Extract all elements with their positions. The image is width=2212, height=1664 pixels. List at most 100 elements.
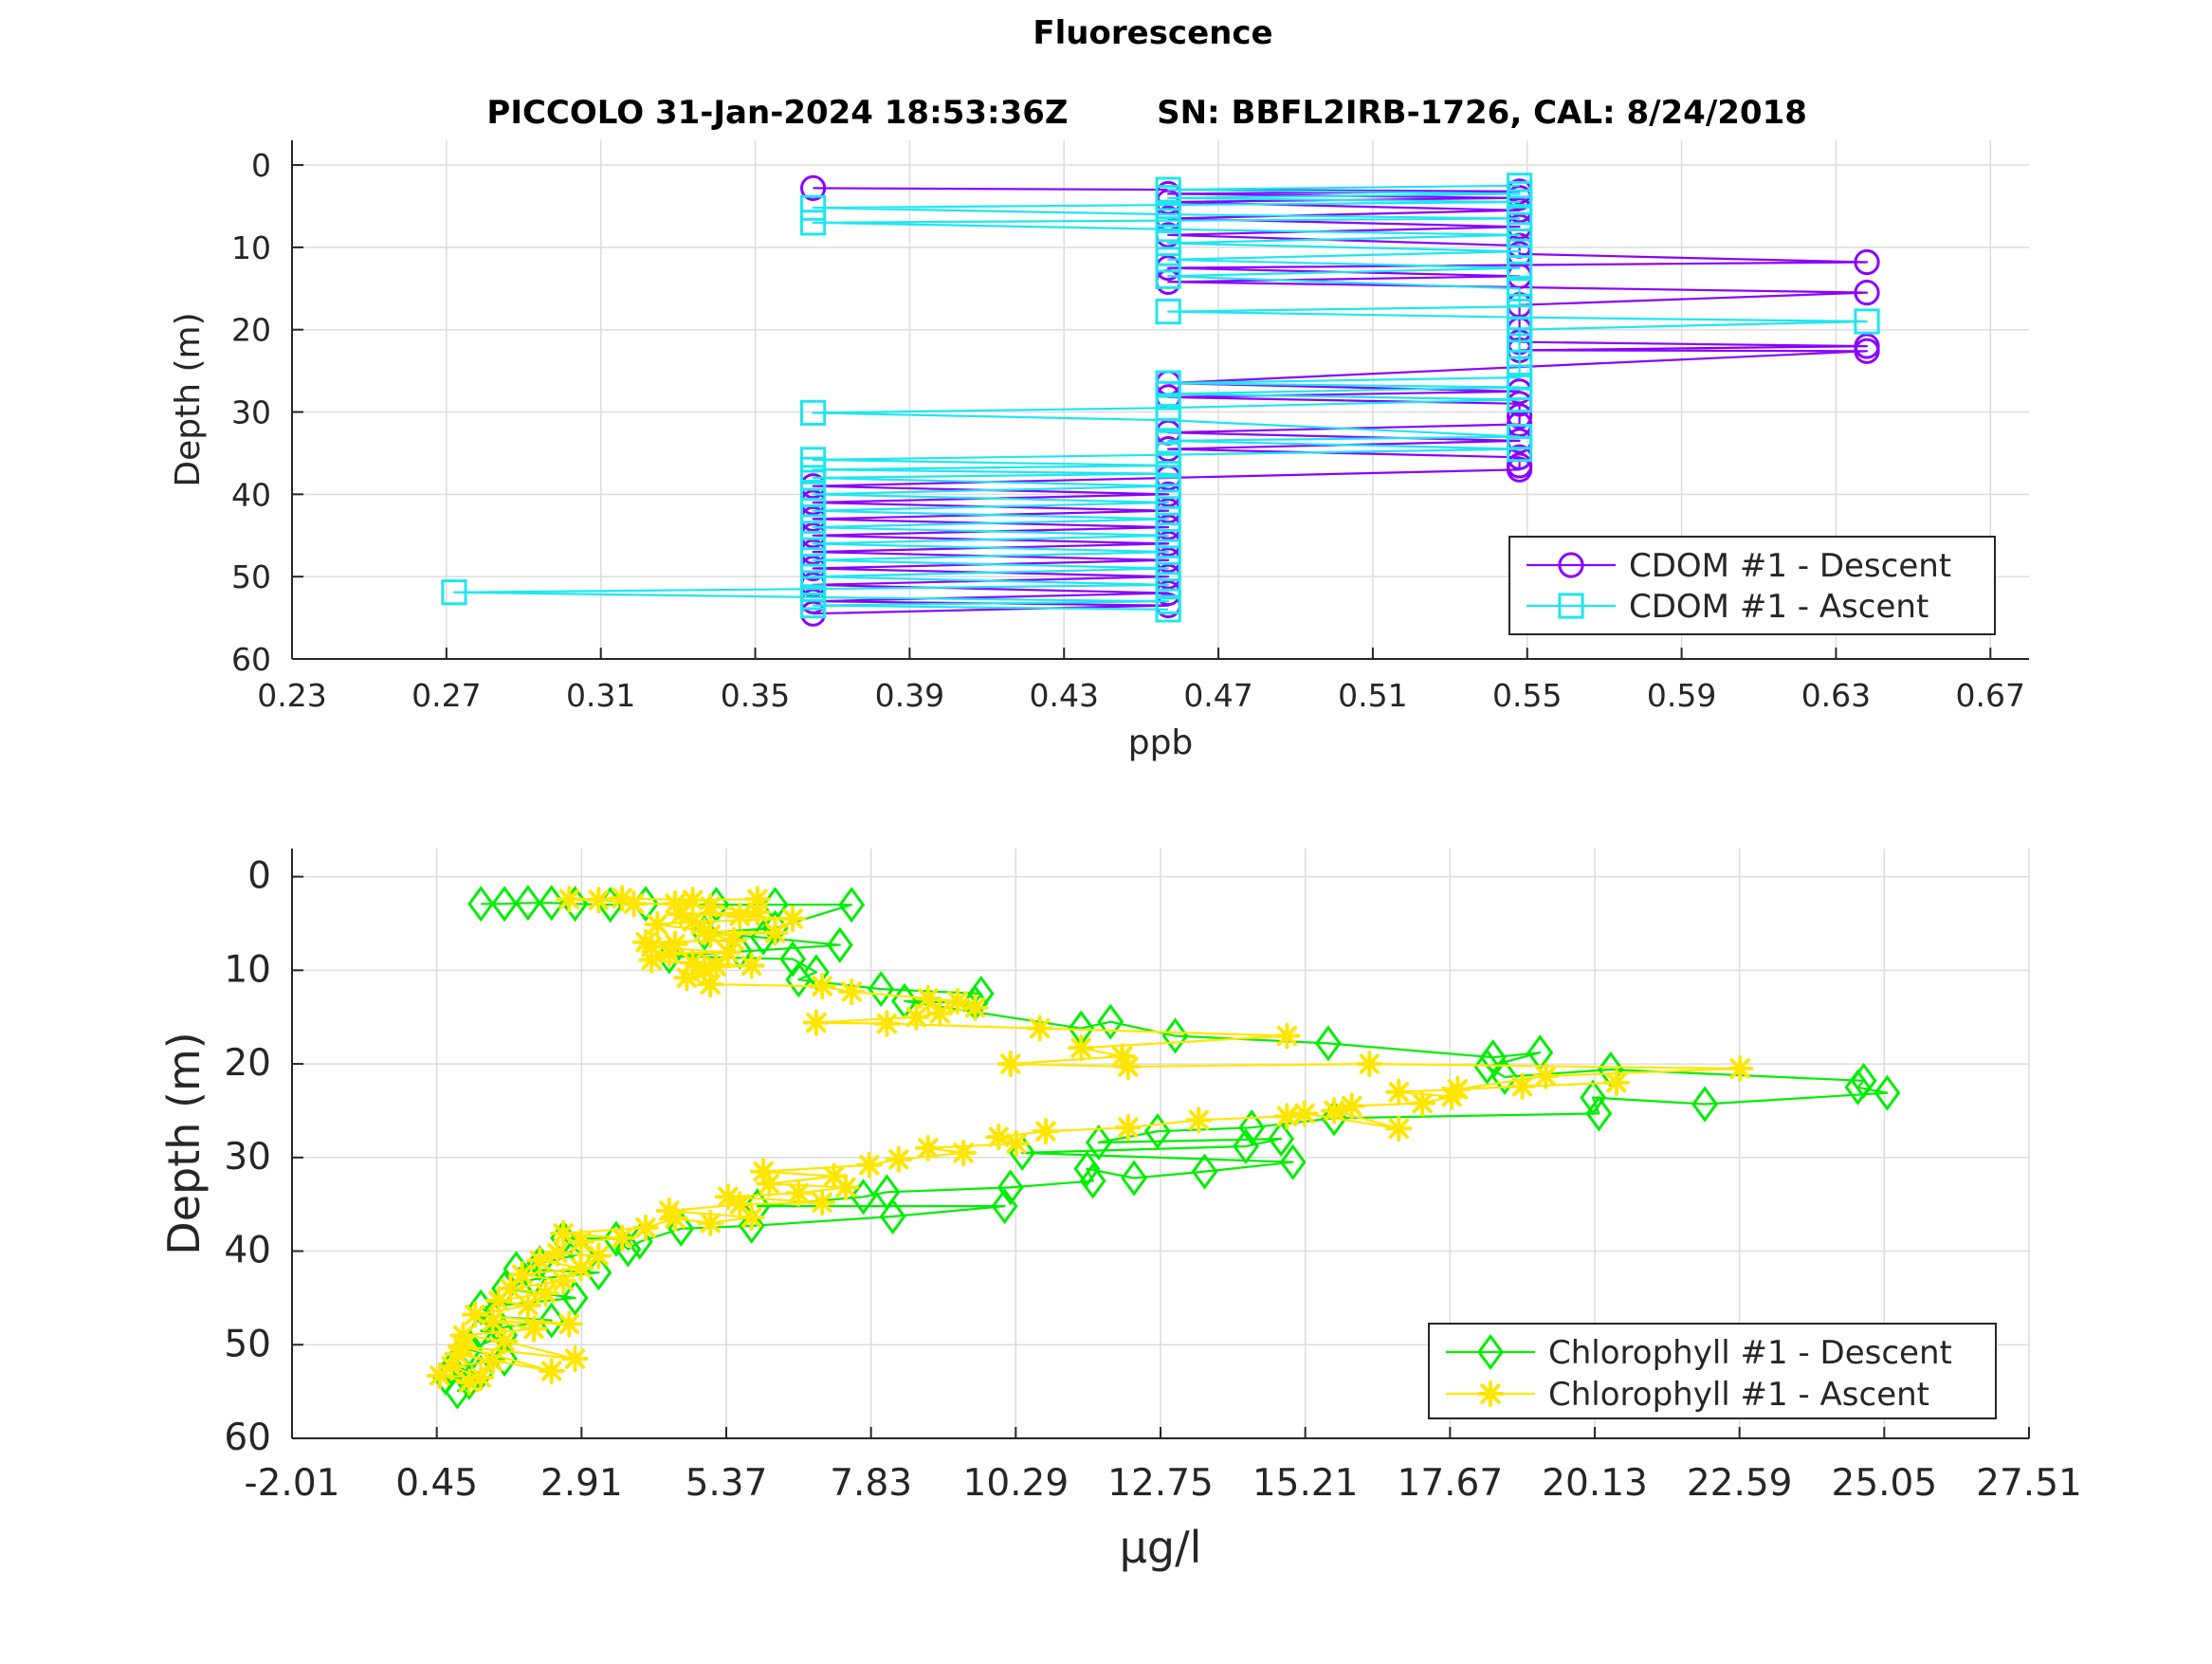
data-point: [449, 1322, 477, 1349]
data-point: [800, 481, 827, 507]
data-point: [1602, 1069, 1631, 1096]
data-point: [1473, 1049, 1501, 1086]
data-point: [756, 1170, 783, 1198]
data-point: [1874, 1074, 1901, 1111]
data-point: [1507, 364, 1533, 391]
data-point: [697, 1209, 724, 1237]
data-point: [1290, 1100, 1319, 1127]
x-tick-label: 0.59: [1647, 677, 1716, 714]
data-point: [800, 399, 827, 426]
data-point: [785, 961, 813, 998]
x-tick-label: 0.23: [257, 677, 326, 714]
data-point: [1155, 588, 1181, 614]
data-point: [879, 1198, 906, 1235]
data-point: [467, 1363, 495, 1391]
data-point: [1320, 1097, 1348, 1125]
data-point: [738, 1203, 765, 1232]
data-point: [549, 1268, 577, 1295]
data-point: [1026, 1015, 1053, 1042]
data-point: [644, 910, 671, 939]
data-point: [800, 194, 827, 221]
x-tick-label: 15.21: [1252, 1462, 1359, 1505]
series-line: [452, 184, 1869, 611]
data-point: [1273, 1103, 1301, 1130]
data-point: [885, 1145, 912, 1173]
x-tick-label: 0.55: [1492, 677, 1562, 714]
data-point: [567, 1228, 594, 1255]
data-point: [609, 1224, 636, 1252]
data-point: [800, 174, 827, 201]
x-tick-label: 0.63: [1801, 677, 1871, 714]
data-point: [996, 1169, 1024, 1206]
data-point: [800, 210, 827, 236]
x-tick-label: 27.51: [1976, 1462, 2082, 1505]
data-point: [549, 1219, 577, 1247]
data-point: [1068, 1034, 1095, 1062]
x-tick-label: 0.27: [411, 677, 481, 714]
data-point: [461, 1301, 489, 1328]
data-point: [585, 1242, 612, 1270]
x-tick-label: 0.51: [1338, 677, 1407, 714]
data-point: [1155, 229, 1181, 257]
x-tick-label: 12.75: [1107, 1462, 1214, 1505]
data-point: [820, 1162, 848, 1190]
data-point: [631, 1214, 660, 1241]
y-tick-label: 40: [231, 476, 271, 513]
data-point: [1155, 442, 1181, 468]
data-point: [1854, 280, 1880, 306]
data-point: [679, 887, 706, 914]
data-point: [720, 926, 748, 954]
figure-subtitle-right: SN: BBFL2IRB-1726, CAL: 8/24/2018: [1157, 94, 1807, 132]
data-point: [690, 917, 719, 944]
y-tick-label: 60: [231, 641, 271, 678]
data-point: [467, 886, 495, 923]
y-tick-label: 30: [231, 394, 271, 431]
y-tick-label: 30: [224, 1136, 271, 1179]
data-point: [1314, 1025, 1342, 1062]
data-point: [873, 1010, 901, 1037]
legend-label: Chlorophyll #1 - Descent: [1548, 1334, 1952, 1372]
data-point: [532, 1279, 559, 1307]
data-point: [1338, 1092, 1365, 1120]
data-point: [800, 547, 827, 574]
data-point: [1507, 403, 1533, 430]
y-tick-label: 20: [231, 312, 271, 349]
data-point: [714, 939, 741, 966]
legend-box: [1508, 536, 1996, 635]
data-point: [479, 1307, 506, 1335]
data-point: [961, 994, 989, 1021]
data-point: [1161, 1017, 1189, 1054]
y-tick-label: 10: [224, 948, 271, 991]
data-point: [1155, 370, 1181, 396]
data-point: [1491, 1058, 1519, 1095]
data-point: [996, 1050, 1024, 1078]
data-point: [802, 1009, 831, 1036]
data-point: [779, 905, 807, 933]
data-point: [679, 949, 706, 977]
x-tick-label: 2.91: [540, 1462, 623, 1505]
legend-marker: [1558, 552, 1584, 578]
data-point: [631, 928, 660, 956]
data-point: [868, 971, 895, 1008]
data-point: [1155, 428, 1181, 454]
data-point: [1155, 176, 1181, 203]
data-point: [1155, 555, 1181, 582]
data-point: [914, 984, 941, 1013]
data-point: [1002, 1129, 1031, 1158]
x-tick-label: 20.13: [1542, 1462, 1648, 1505]
x-tick-label: 0.67: [1956, 677, 2025, 714]
data-point: [1507, 254, 1533, 282]
x-tick-label: 22.59: [1687, 1462, 1793, 1505]
data-point: [749, 1158, 777, 1185]
data-point: [1580, 1079, 1607, 1116]
data-point: [826, 926, 853, 963]
x-tick-label: 0.31: [566, 677, 635, 714]
data-point: [1507, 275, 1533, 302]
data-point: [1273, 1022, 1301, 1050]
figure-title: Fluorescence: [1033, 14, 1272, 52]
data-point: [1155, 298, 1181, 325]
data-point: [1356, 1050, 1383, 1078]
data-point: [491, 1341, 518, 1378]
data-point: [441, 579, 467, 606]
